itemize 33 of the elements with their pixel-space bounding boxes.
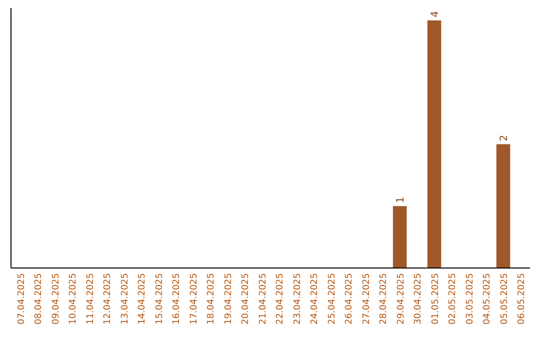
data-label: 4 <box>430 11 441 18</box>
x-tick-label: 25.04.2025 <box>327 273 338 325</box>
x-tick-label: 27.04.2025 <box>362 273 372 325</box>
x-tick-label: 13.04.2025 <box>120 273 130 325</box>
x-tick-label: 06.05.2025 <box>517 273 528 325</box>
data-label: 2 <box>498 134 510 142</box>
x-tick-label: 18.04.2025 <box>206 273 217 325</box>
x-tick-label: 11.04.2025 <box>86 273 96 325</box>
x-tick-label: 24.04.2025 <box>310 273 320 325</box>
x-tick-label: 14.04.2025 <box>138 273 148 325</box>
x-tick-label: 29.04.2025 <box>396 273 406 325</box>
x-tick-label: 26.04.2025 <box>344 273 355 325</box>
x-tick-label: 10.04.2025 <box>68 273 79 325</box>
x-tick-label: 21.04.2025 <box>258 273 268 325</box>
x-tick-label: 17.04.2025 <box>189 273 200 325</box>
x-tick-label: 03.05.2025 <box>465 273 476 325</box>
x-tick-label: 16.04.2025 <box>172 273 182 325</box>
x-tick-label: 05.05.2025 <box>500 273 510 325</box>
x-tick-label: 30.04.2025 <box>414 273 424 325</box>
x-tick-label: 01.05.2025 <box>430 273 441 325</box>
x-tick-label: 09.04.2025 <box>51 273 62 325</box>
x-tick-label: 07.04.2025 <box>16 273 27 325</box>
x-tick-label: 15.04.2025 <box>154 273 165 325</box>
data-label: 1 <box>395 196 406 204</box>
x-tick-label: 08.04.2025 <box>34 273 44 325</box>
x-tick-label: 28.04.2025 <box>379 273 390 325</box>
x-tick-label: 19.04.2025 <box>224 273 234 325</box>
x-tick-label: 22.04.2025 <box>276 273 286 325</box>
x-tick-label: 20.04.2025 <box>241 273 252 325</box>
x-tick-label: 02.05.2025 <box>448 273 458 325</box>
x-tick-label: 12.04.2025 <box>103 273 114 325</box>
x-tick-label: 04.05.2025 <box>482 273 493 325</box>
x-tick-label: 23.04.2025 <box>292 273 303 325</box>
